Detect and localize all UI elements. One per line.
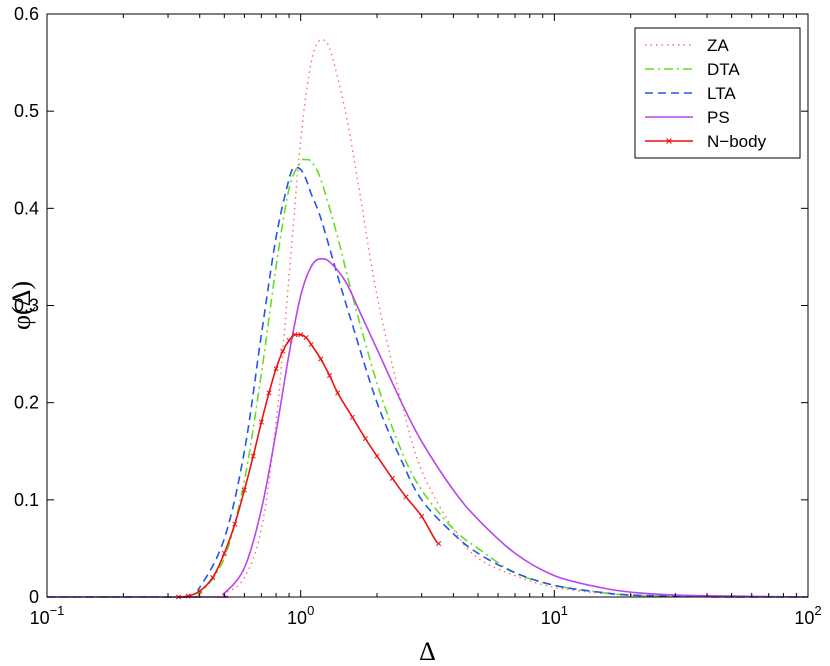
legend: ZA DTA LTA PS N−body xyxy=(634,27,801,159)
legend-marker xyxy=(666,138,672,144)
y-tick-label: 0.6 xyxy=(14,4,39,24)
series-line-1 xyxy=(46,158,808,599)
series-marker xyxy=(436,541,442,547)
series-marker xyxy=(349,414,355,420)
legend-label: N−body xyxy=(707,132,767,151)
series-marker xyxy=(210,575,216,581)
series-marker xyxy=(232,521,238,527)
y-tick-label: 0.4 xyxy=(14,198,39,218)
series-marker xyxy=(250,453,256,459)
series-marker xyxy=(303,335,309,341)
series-marker xyxy=(389,475,395,482)
legend-label: DTA xyxy=(707,60,740,79)
tick-labels: 10−1 100 101 102 0 0.1 0.2 0.3 0.4 0.5 0.6 xyxy=(14,4,822,628)
y-tick-label: 0.5 xyxy=(14,101,39,121)
series-marker xyxy=(241,487,247,493)
y-tick-label: 0.1 xyxy=(14,490,39,510)
series-marker xyxy=(308,341,314,347)
series-marker xyxy=(286,337,292,344)
series-marker xyxy=(403,494,409,500)
series-line-0 xyxy=(46,39,808,598)
curves-layer xyxy=(46,39,809,600)
y-tick-label: 0.2 xyxy=(14,393,39,413)
series-marker xyxy=(273,366,279,372)
series-marker xyxy=(221,550,227,556)
series-marker xyxy=(362,436,368,442)
series-line-3 xyxy=(46,257,809,598)
legend-label: PS xyxy=(707,108,730,127)
series-marker xyxy=(258,419,264,425)
legend-label: ZA xyxy=(707,36,729,55)
y-tick-label: 0 xyxy=(29,587,39,607)
series-marker xyxy=(292,332,298,338)
x-tick-label: 102 xyxy=(794,603,821,628)
series-marker xyxy=(327,372,333,379)
series-marker xyxy=(374,453,380,459)
series-marker xyxy=(318,356,324,362)
x-tick-label: 10−1 xyxy=(30,603,65,628)
series-marker xyxy=(197,588,203,594)
y-tick-label: 0.3 xyxy=(14,296,39,316)
x-tick-label: 101 xyxy=(541,603,568,628)
x-axis-label: Δ xyxy=(419,637,436,666)
series-marker xyxy=(280,348,286,354)
series-marker xyxy=(298,332,304,338)
series-marker xyxy=(266,390,272,396)
y-axis-label: φ(Δ) xyxy=(7,281,36,330)
series-marker xyxy=(419,513,425,519)
series-marker xyxy=(335,390,341,396)
x-tick-label: 100 xyxy=(287,603,314,628)
legend-label: LTA xyxy=(707,84,736,103)
tick-marks xyxy=(46,13,809,598)
series-line-2 xyxy=(46,166,808,598)
